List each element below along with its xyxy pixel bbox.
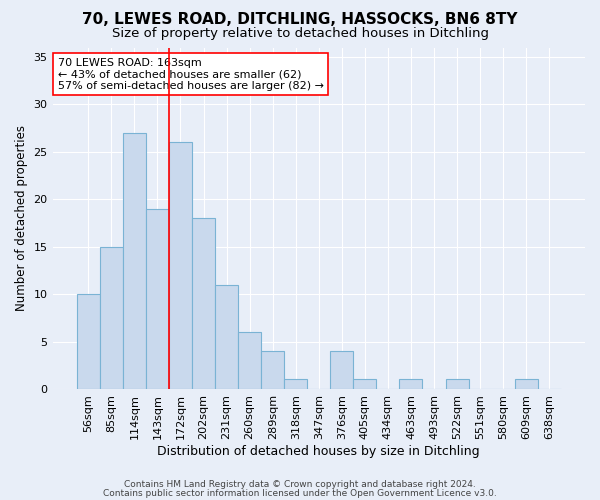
Bar — [169, 142, 192, 389]
Bar — [215, 284, 238, 389]
Bar — [146, 208, 169, 389]
Text: 70, LEWES ROAD, DITCHLING, HASSOCKS, BN6 8TY: 70, LEWES ROAD, DITCHLING, HASSOCKS, BN6… — [82, 12, 518, 28]
Bar — [77, 294, 100, 389]
Bar — [123, 133, 146, 389]
Text: 70 LEWES ROAD: 163sqm
← 43% of detached houses are smaller (62)
57% of semi-deta: 70 LEWES ROAD: 163sqm ← 43% of detached … — [58, 58, 324, 91]
Text: Contains public sector information licensed under the Open Government Licence v3: Contains public sector information licen… — [103, 489, 497, 498]
Bar — [353, 380, 376, 389]
Bar — [192, 218, 215, 389]
Bar — [515, 380, 538, 389]
Bar — [284, 380, 307, 389]
Text: Contains HM Land Registry data © Crown copyright and database right 2024.: Contains HM Land Registry data © Crown c… — [124, 480, 476, 489]
Bar — [261, 351, 284, 389]
Bar — [400, 380, 422, 389]
Text: Size of property relative to detached houses in Ditchling: Size of property relative to detached ho… — [112, 28, 488, 40]
Bar — [330, 351, 353, 389]
X-axis label: Distribution of detached houses by size in Ditchling: Distribution of detached houses by size … — [157, 444, 480, 458]
Y-axis label: Number of detached properties: Number of detached properties — [15, 125, 28, 311]
Bar — [446, 380, 469, 389]
Bar — [100, 246, 123, 389]
Bar — [238, 332, 261, 389]
